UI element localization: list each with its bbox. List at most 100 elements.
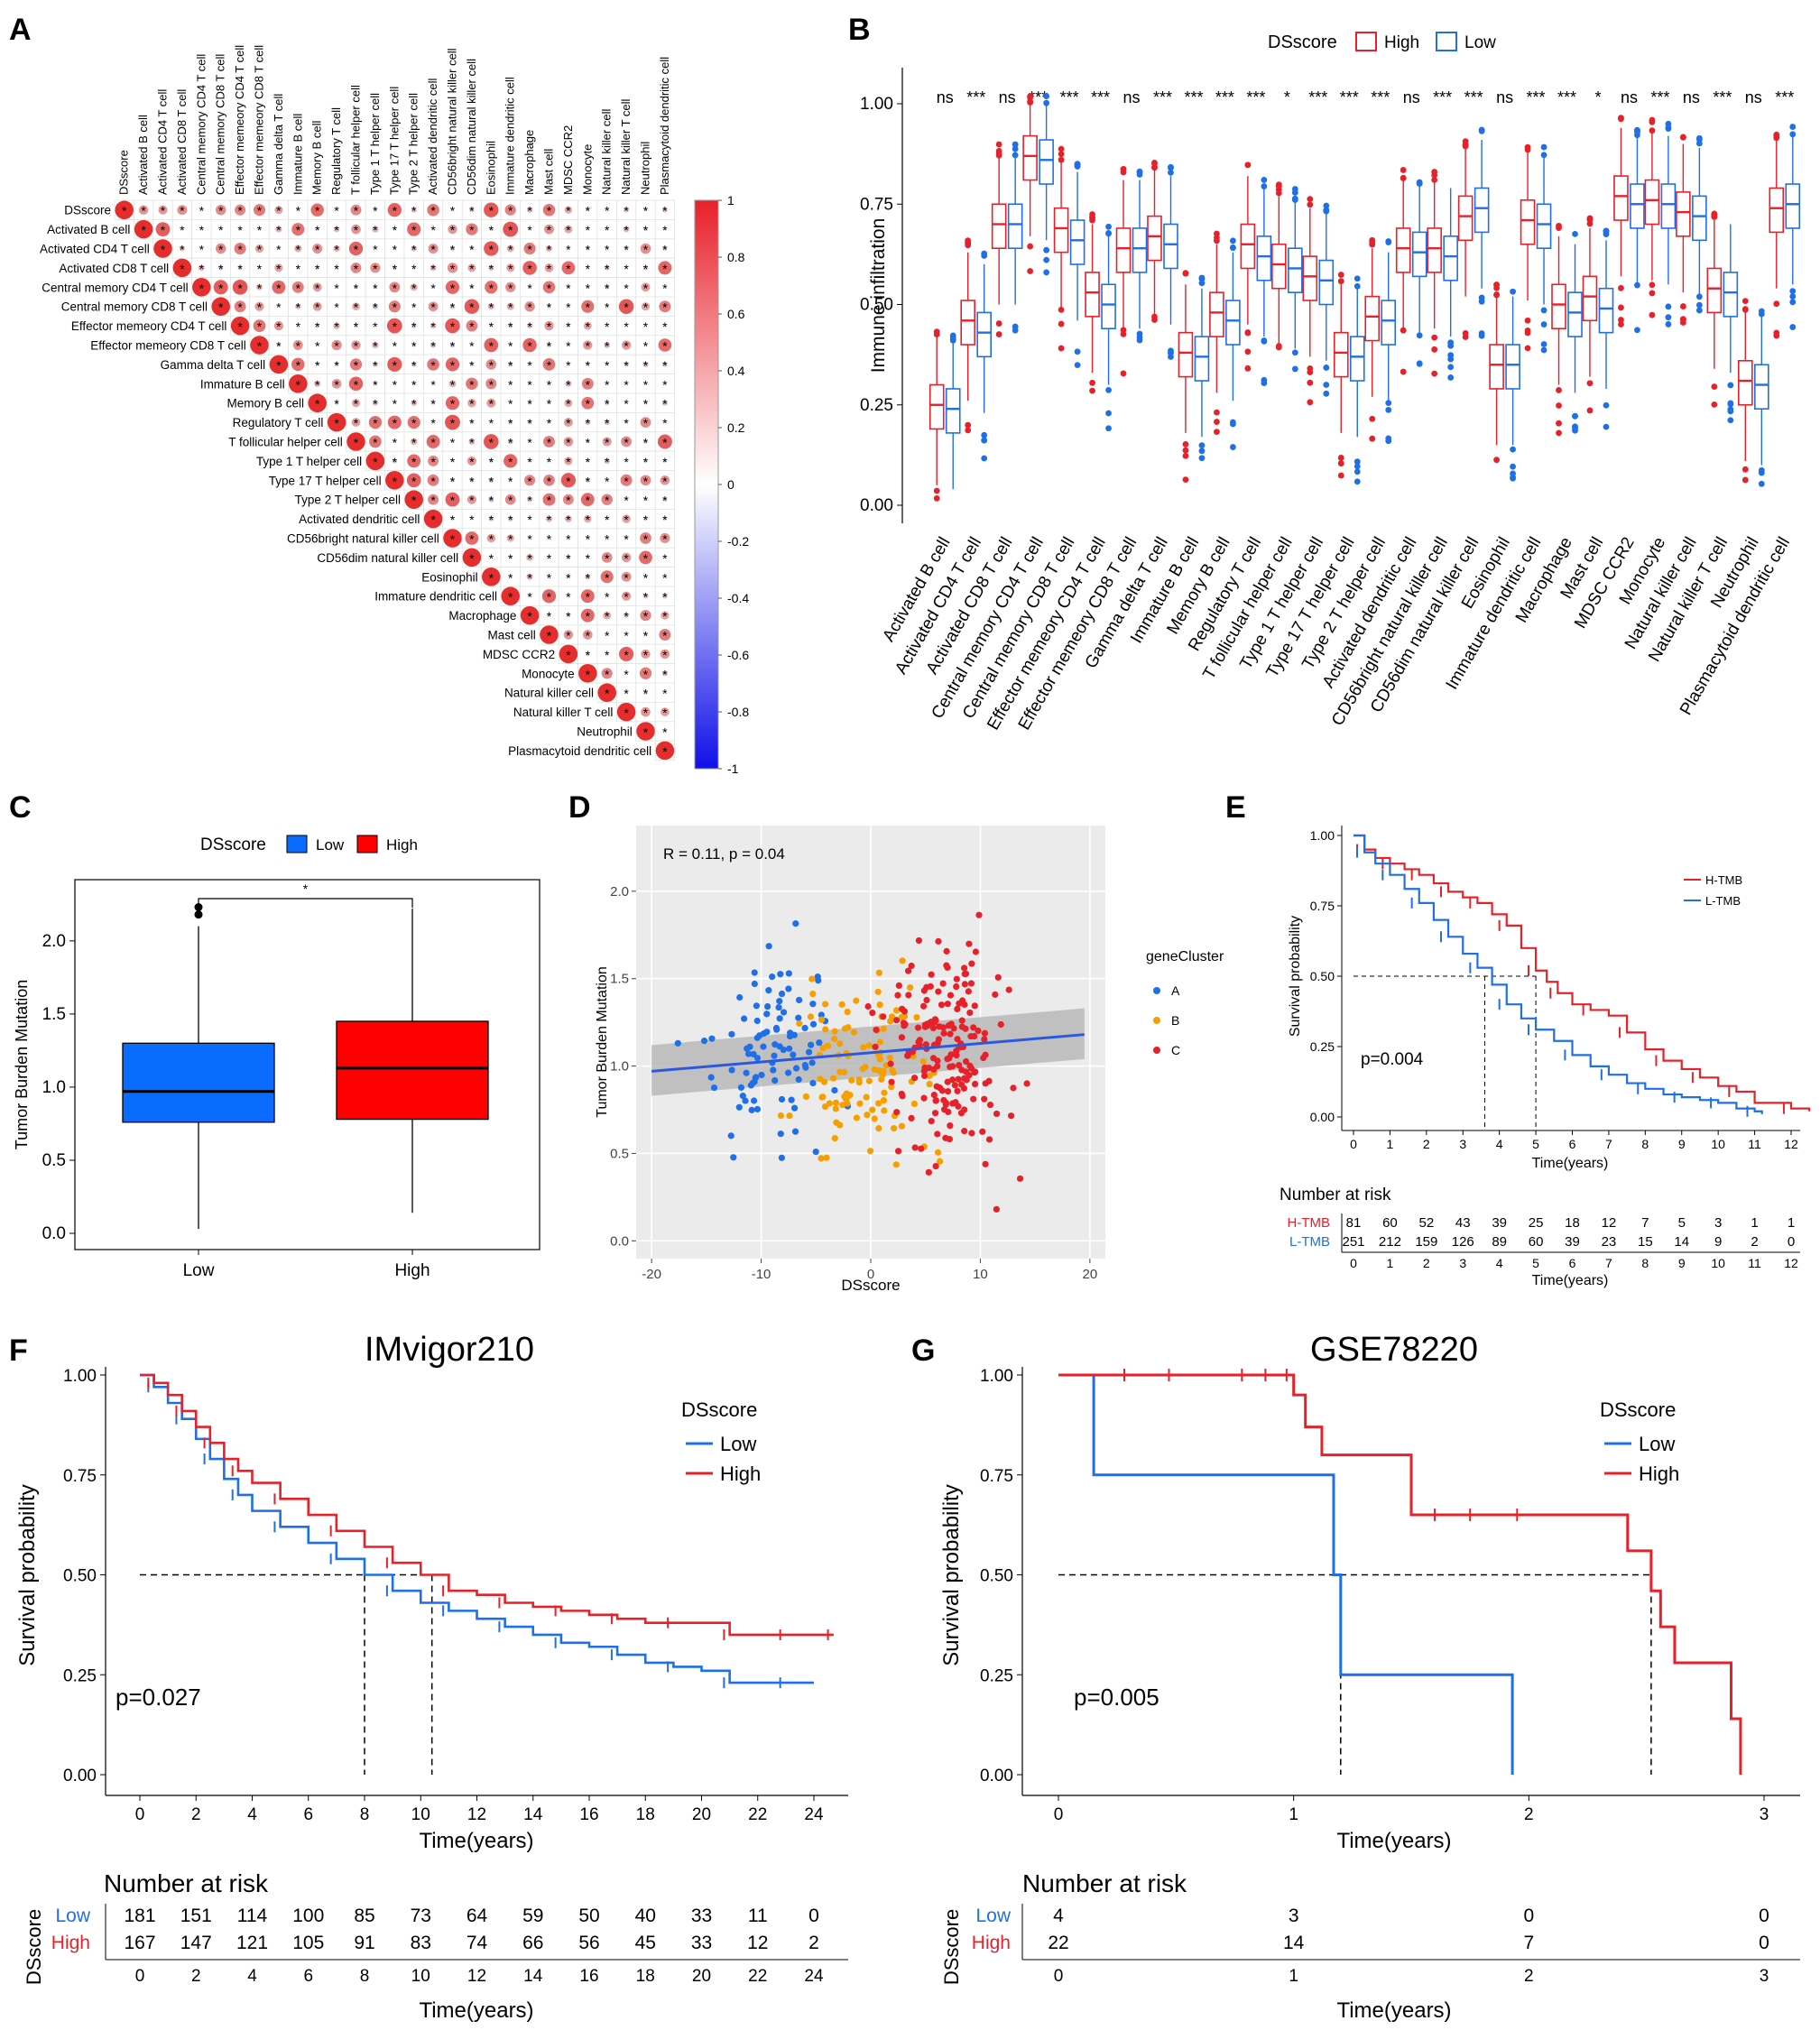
d-point <box>943 962 950 969</box>
b-box <box>1706 267 1723 314</box>
heatmap-star: * <box>624 512 629 527</box>
d-point <box>934 1130 941 1138</box>
heatmap-star: * <box>547 494 552 508</box>
heatmap-star: * <box>411 300 417 315</box>
g-x-tick-label: 2 <box>1524 1805 1534 1824</box>
b-outlier <box>1773 131 1780 138</box>
d-point <box>801 1024 808 1032</box>
heatmap-star: * <box>450 223 456 237</box>
heatmap-circle <box>467 398 476 408</box>
b-outlier <box>1261 337 1268 344</box>
g-risk-time-tick: 3 <box>1760 1967 1769 1986</box>
heatmap-circle <box>544 224 554 235</box>
d-point <box>940 1096 947 1104</box>
heatmap-row-label: Immature dendritic cell <box>374 590 497 604</box>
heatmap-col-label: Type 1 T helper cell <box>368 93 382 195</box>
b-outlier <box>1291 189 1298 196</box>
b-outlier <box>1058 151 1065 158</box>
heatmap-star: * <box>643 629 649 643</box>
heatmap-circle <box>547 343 551 347</box>
heatmap-circle <box>385 471 404 490</box>
e-risk-value: 5 <box>1678 1215 1686 1231</box>
b-significance: ns <box>1496 88 1513 106</box>
heatmap-star: * <box>315 223 320 237</box>
heatmap-star: * <box>237 262 243 276</box>
b-outlier <box>1603 423 1610 430</box>
b-y-tick-label: 0.25 <box>860 396 893 415</box>
d-point <box>775 1003 782 1011</box>
d-point <box>890 1069 897 1076</box>
heatmap-circle <box>387 415 402 429</box>
colorbar-tick-label: -0.2 <box>727 534 749 549</box>
heatmap-circle <box>253 204 266 217</box>
heatmap-star: * <box>180 262 185 276</box>
heatmap-star: * <box>605 609 610 623</box>
heatmap-star: * <box>393 397 398 411</box>
d-point <box>865 1042 873 1049</box>
heatmap-circle <box>333 226 340 233</box>
heatmap-circle <box>155 222 171 237</box>
heatmap-star: * <box>489 436 494 450</box>
heatmap-col-label: Type 17 T helper cell <box>387 87 401 195</box>
b-significance: *** <box>1184 88 1203 106</box>
heatmap-circle <box>562 494 574 505</box>
heatmap-circle <box>529 228 531 231</box>
heatmap-star: * <box>508 455 513 469</box>
heatmap-col-label: DSscore <box>117 150 131 195</box>
heatmap-star: * <box>489 243 494 257</box>
d-point <box>862 1063 869 1071</box>
b-outlier <box>1307 399 1314 406</box>
heatmap-circle <box>489 458 494 463</box>
heatmap-star: * <box>624 358 629 373</box>
heatmap-star: * <box>527 204 532 218</box>
b-outlier <box>1089 379 1095 386</box>
heatmap-circle <box>485 281 498 294</box>
b-outlier <box>965 239 972 246</box>
heatmap-circle <box>624 459 628 463</box>
heatmap-star: * <box>547 590 552 604</box>
b-outlier <box>1058 156 1065 163</box>
heatmap-star: * <box>643 339 649 354</box>
heatmap-star: * <box>199 281 205 295</box>
heatmap-circle <box>445 492 460 507</box>
d-point <box>836 1040 844 1047</box>
heatmap-star: * <box>527 436 532 450</box>
heatmap-star: * <box>624 532 629 547</box>
b-outlier <box>1323 390 1330 397</box>
heatmap-star: * <box>411 494 417 508</box>
heatmap-star: * <box>469 416 475 430</box>
f-risk-time-tick: 22 <box>748 1967 767 1986</box>
e-risk-time-tick: 12 <box>1784 1256 1798 1270</box>
heatmap-star: * <box>605 474 610 488</box>
b-outlier <box>1556 429 1562 437</box>
heatmap-star: * <box>605 629 610 643</box>
b-outlier <box>1214 234 1220 241</box>
heatmap-star: * <box>605 494 610 508</box>
heatmap-row-label: CD56bright natural killer cell <box>287 532 439 546</box>
b-outlier <box>1540 346 1547 354</box>
b-box <box>960 300 975 346</box>
d-point <box>869 1106 876 1113</box>
g-risk-value: 22 <box>1048 1933 1068 1953</box>
d-point <box>933 1083 940 1090</box>
heatmap-star: * <box>605 648 610 662</box>
b-outlier <box>1198 275 1206 282</box>
b-outlier <box>1416 332 1423 339</box>
b-outlier <box>1120 330 1127 337</box>
b-y-axis-title: Immune infiltration <box>868 218 889 374</box>
heatmap-star: * <box>586 512 591 527</box>
f-risk-value: 73 <box>411 1905 431 1926</box>
heatmap-star: * <box>411 243 417 257</box>
b-outlier <box>1353 282 1361 290</box>
heatmap-circle <box>524 301 535 312</box>
heatmap-circle <box>411 343 416 347</box>
d-point <box>919 1057 927 1066</box>
e-risk-time-tick: 2 <box>1423 1256 1430 1270</box>
heatmap-circle <box>308 393 327 412</box>
b-outlier <box>1244 161 1252 169</box>
d-point <box>981 1095 988 1103</box>
heatmap-star: * <box>489 474 494 488</box>
heatmap-star: * <box>450 243 456 257</box>
heatmap-star: * <box>489 377 494 392</box>
